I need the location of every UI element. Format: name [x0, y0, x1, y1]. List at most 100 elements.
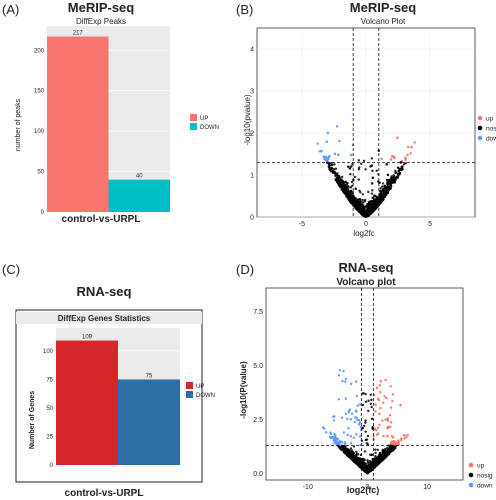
point-nosig — [379, 192, 383, 196]
point-up — [406, 145, 410, 149]
point-nosig — [390, 449, 393, 452]
legend-label: UP — [196, 384, 204, 390]
point-up — [390, 155, 394, 158]
data-points — [316, 125, 416, 219]
point-down — [337, 398, 340, 401]
legend-marker-nosig — [477, 125, 483, 131]
point-down — [338, 139, 341, 143]
bar-down — [118, 379, 180, 465]
legend-swatch-up — [186, 382, 193, 389]
y-tick-label: 200 — [34, 48, 45, 54]
point-nosig — [381, 448, 384, 451]
x-tick-label: 0 — [366, 484, 370, 491]
y-axis-label: -log10(P(value) — [239, 361, 248, 419]
point-nosig — [384, 454, 387, 457]
point-up — [397, 439, 400, 442]
point-nosig — [374, 448, 377, 451]
point-nosig — [404, 162, 408, 165]
point-down — [336, 442, 340, 445]
point-nosig — [357, 167, 361, 171]
point-down — [355, 410, 358, 413]
legend-label: nosig — [477, 473, 493, 480]
point-nosig — [349, 173, 352, 176]
point-nosig — [340, 188, 343, 191]
point-nosig — [366, 203, 369, 206]
point-down — [321, 426, 325, 429]
y-axis-label: number of peaks — [15, 98, 22, 151]
point-nosig — [360, 212, 364, 216]
point-down — [355, 416, 358, 419]
point-up — [386, 434, 389, 438]
point-nosig — [392, 181, 396, 184]
point-nosig — [349, 186, 352, 189]
point-nosig — [350, 200, 354, 203]
legend-marker-down — [477, 135, 483, 141]
point-down — [337, 153, 340, 156]
point-nosig — [381, 182, 385, 185]
point-nosig — [332, 170, 335, 174]
bar-value-label: 109 — [82, 335, 93, 341]
y-tick-label: 2.5 — [253, 417, 263, 424]
point-down — [328, 435, 332, 439]
point-nosig — [361, 193, 365, 196]
point-down — [346, 417, 349, 421]
y-tick-label: 50 — [46, 406, 53, 412]
data-points — [321, 369, 409, 475]
y-tick-label: 0 — [50, 463, 54, 469]
rna-volcano-plot: RNA-seq Volcano plot -log10(P(value) log… — [239, 260, 493, 495]
merip-volcano-plot: MeRIP-seq Volcano Plot -log10(pvalue) lo… — [243, 0, 496, 238]
point-down — [344, 412, 348, 415]
point-up — [403, 437, 406, 440]
y-tick-label: 150 — [34, 89, 45, 95]
point-down — [325, 159, 328, 163]
point-nosig — [362, 424, 366, 428]
point-nosig — [402, 163, 406, 166]
point-down — [318, 150, 321, 153]
merip-peaks-bar-chart: MeRIP-seq DiffExp Peaks number of peaks … — [15, 0, 219, 225]
point-nosig — [389, 184, 393, 188]
point-nosig — [361, 198, 364, 202]
point-nosig — [367, 190, 370, 194]
point-nosig — [371, 199, 375, 203]
point-nosig — [389, 178, 392, 182]
point-down — [342, 431, 345, 434]
point-nosig — [373, 208, 376, 211]
point-nosig — [358, 464, 362, 467]
point-nosig — [357, 159, 361, 162]
point-nosig — [333, 172, 337, 175]
point-nosig — [392, 446, 396, 449]
point-nosig — [378, 452, 382, 455]
point-nosig — [367, 466, 371, 470]
point-up — [390, 421, 393, 424]
point-nosig — [345, 193, 349, 196]
point-up — [410, 145, 413, 149]
x-axis-label: log2fc — [353, 229, 374, 238]
point-up — [386, 425, 390, 429]
y-tick-label: 4 — [250, 47, 254, 54]
point-down — [320, 149, 323, 153]
point-down — [354, 380, 358, 383]
point-up — [376, 432, 380, 435]
point-up — [391, 399, 394, 403]
point-nosig — [356, 198, 360, 201]
point-down — [333, 152, 337, 156]
point-nosig — [362, 159, 366, 162]
y-tick-label: 5.0 — [253, 363, 263, 370]
chart-subtitle: DiffExp Peaks — [76, 17, 126, 26]
point-up — [378, 423, 381, 427]
panel-label-a: (A) — [2, 2, 20, 17]
y-tick-label: 0 — [250, 215, 254, 222]
point-up — [382, 401, 385, 404]
point-nosig — [361, 403, 365, 407]
point-nosig — [349, 447, 353, 450]
x-axis-label: log2(fc) — [347, 485, 380, 495]
point-down — [326, 131, 330, 135]
point-down — [338, 369, 342, 372]
point-nosig — [343, 186, 347, 189]
point-nosig — [363, 210, 366, 213]
y-axis-label: -log10(pvalue) — [243, 94, 252, 145]
point-nosig — [365, 468, 368, 471]
point-nosig — [359, 191, 362, 194]
point-nosig — [381, 197, 384, 200]
point-nosig — [384, 456, 387, 459]
